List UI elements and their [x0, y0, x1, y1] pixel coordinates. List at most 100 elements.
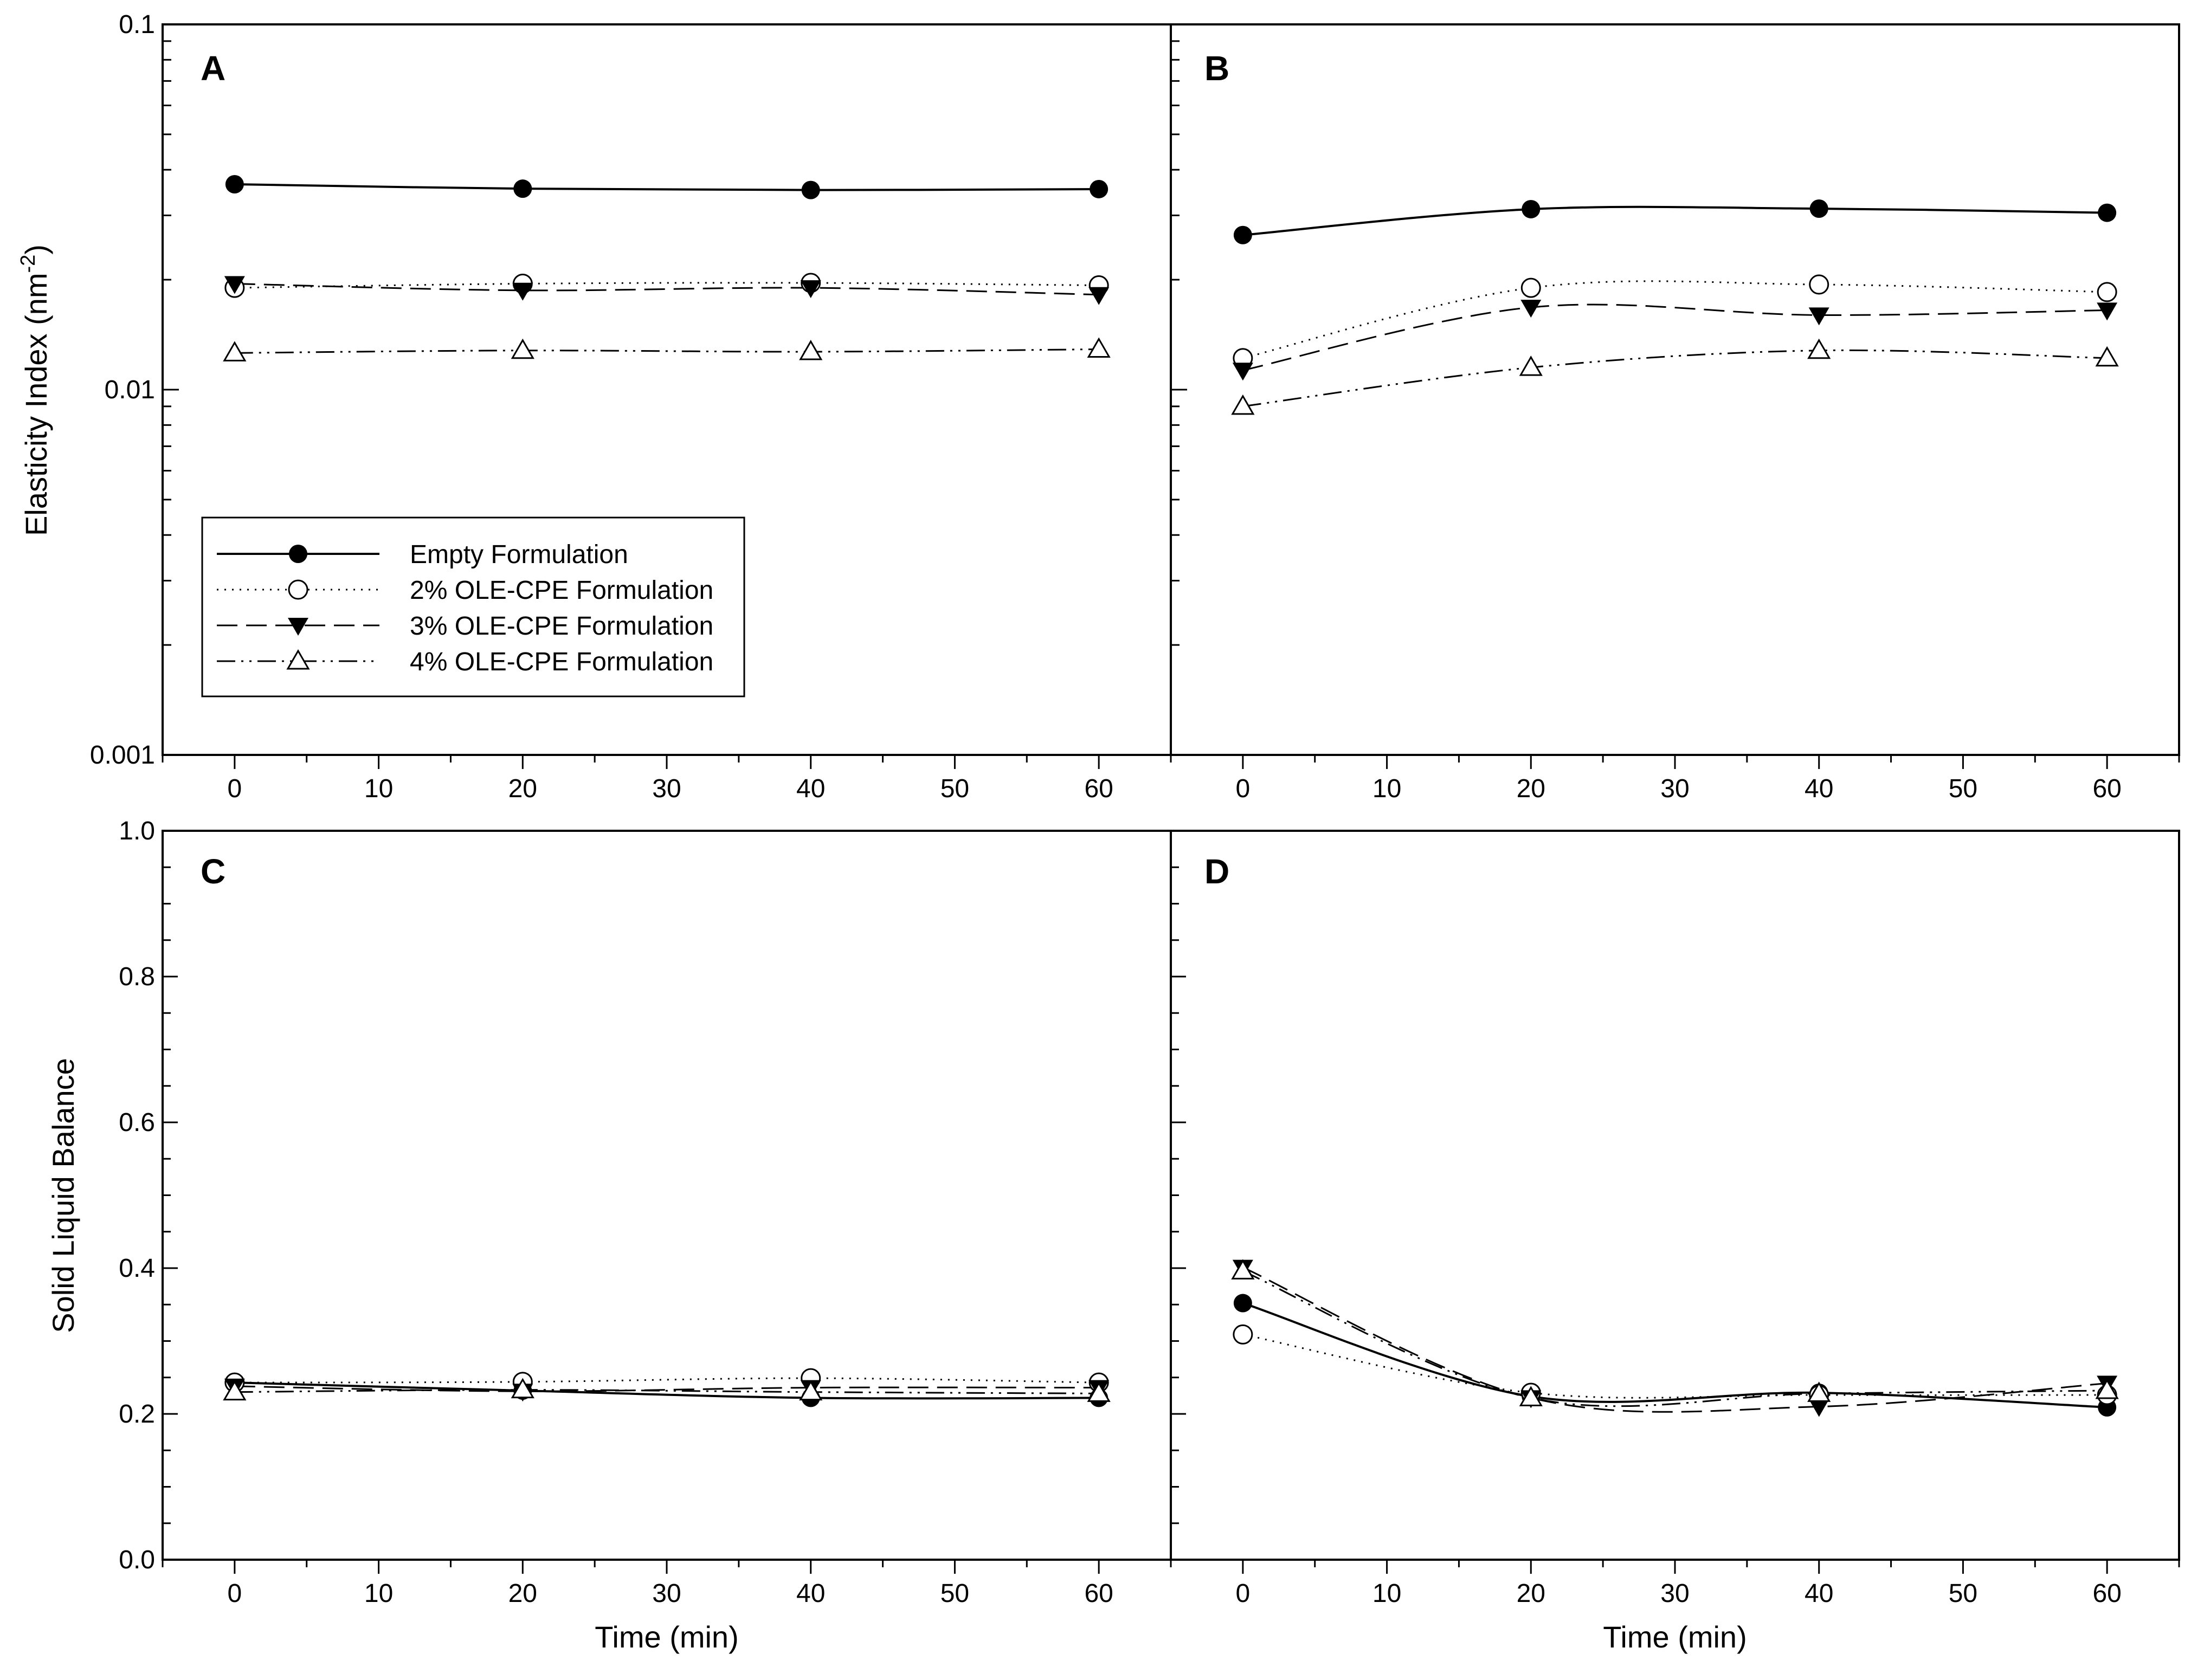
panel-a-x-tick-label: 0 [228, 774, 242, 803]
legend-marker-3 [288, 618, 308, 636]
panel-d-series-1-point [1233, 1294, 1252, 1313]
panel-a-series-3-line [234, 283, 1099, 296]
panel-c-series-1-line [234, 1381, 1099, 1400]
panel-d-x-tick-label: 0 [1236, 1579, 1251, 1608]
panel-a-series-4-point [799, 340, 823, 360]
panel-b-series-4-point [1519, 356, 1543, 376]
panel-a-x-tick-label: 20 [508, 774, 537, 803]
panel-c-y-tick-label: 1.0 [119, 817, 155, 845]
panel-d-series-4-point [1807, 1381, 1831, 1402]
panel-c-series-4-point [1087, 1381, 1111, 1402]
panel-b-x-tick-label: 60 [2092, 774, 2121, 803]
x-axis-title-c: Time (min) [595, 1620, 738, 1654]
legend-label-2: 2% OLE-CPE Formulation [410, 576, 713, 605]
y-axis-title-elasticity: Elasticity Index (nm-2) [17, 244, 53, 536]
panel-c-y-tick-label: 0.4 [119, 1254, 155, 1283]
panel-a-series-4-point [511, 338, 534, 359]
panel-c-series-4-point [799, 1380, 823, 1401]
panel-c-y-tick-label: 0.8 [119, 962, 155, 991]
panel-c-series-3-line [234, 1385, 1099, 1392]
panel-c-series-4-point [511, 1378, 534, 1399]
panel-b-x-tick-label: 10 [1372, 774, 1401, 803]
panel-b-x-tick-label: 0 [1236, 774, 1251, 803]
panel-c-x-tick-label: 50 [940, 1579, 969, 1608]
panel-b-x-tick-label: 20 [1517, 774, 1545, 803]
y-axis-title-slb: Solid Liquid Balance [46, 1058, 80, 1333]
panel-a-x-tick-label: 40 [796, 774, 825, 803]
panel-c-x-tick-label: 30 [652, 1579, 681, 1608]
x-axis-title-d: Time (min) [1603, 1620, 1747, 1654]
panel-a-x-tick-label: 50 [940, 774, 969, 803]
panel-a-y-tick-label: 0.1 [119, 10, 155, 39]
legend-label-4: 4% OLE-CPE Formulation [410, 648, 713, 676]
panel-b-series-4-point [2095, 346, 2119, 367]
panel-c-series-2-line [234, 1377, 1099, 1384]
panel-b-x-tick-label: 30 [1660, 774, 1689, 803]
panel-a-series-3-point [800, 280, 821, 299]
panel-c-series-4-line [234, 1389, 1099, 1394]
panel-d-series-3-line [1242, 1267, 2108, 1413]
panel-b-x-tick-label: 40 [1805, 774, 1833, 803]
panel-b-series-4-point [1231, 394, 1255, 415]
panel-d-series-4-point [2095, 1378, 2119, 1399]
panel-a-y-tick-label: 0.001 [90, 741, 155, 770]
panel-a-series-1-point [225, 175, 244, 194]
panel-a-y-tick-label: 0.01 [105, 376, 155, 404]
legend-label-3: 3% OLE-CPE Formulation [410, 612, 713, 641]
panel-b-series-3-point [1520, 300, 1542, 318]
panel-d-x-tick-label: 10 [1372, 1579, 1401, 1608]
panel-b-series-4-line [1242, 349, 2108, 408]
panel-b-series-4-point [1807, 338, 1831, 359]
panel-d-series-1-line [1242, 1302, 2108, 1408]
panel-a-series-1-point [513, 179, 532, 198]
legend-marker-2 [288, 579, 308, 600]
panel-d-series-4-point [1519, 1386, 1543, 1406]
panel-c-x-tick-label: 20 [508, 1579, 537, 1608]
panel-c-x-tick-label: 10 [364, 1579, 393, 1608]
panel-label-b: B [1204, 49, 1229, 88]
panel-b-series-1-line [1242, 205, 2108, 236]
panel-label-a: A [201, 49, 225, 88]
panel-c-y-tick-label: 0.6 [119, 1108, 155, 1137]
legend-label-1: Empty Formulation [410, 540, 628, 569]
panel-b-series-3-point [2097, 302, 2118, 321]
panel-a-series-1-line [234, 183, 1099, 191]
panel-d-series-2-point [1233, 1324, 1253, 1345]
panel-a-series-1-point [801, 180, 820, 199]
legend: Empty Formulation 2% OLE-CPE Formulation 3… [201, 516, 745, 697]
panel-a-x-tick-label: 30 [652, 774, 681, 803]
panel-d-series-2-line [1242, 1333, 2108, 1399]
panel-b-x-tick-label: 50 [1949, 774, 1977, 803]
panel-a-x-tick-label: 60 [1084, 774, 1113, 803]
panel-c-x-tick-label: 60 [1084, 1579, 1113, 1608]
panel-d-series-4-point [1231, 1259, 1255, 1280]
panel-b-series-3-line [1242, 303, 2108, 371]
panel-d-x-tick-label: 20 [1517, 1579, 1545, 1608]
panel-a-series-3-point [224, 276, 245, 294]
panel-b-series-1-point [2098, 203, 2117, 222]
panel-b-frame [1170, 23, 2180, 756]
y-axis-title-superscript: -2 [17, 255, 40, 273]
panel-c-y-tick-label: 0.2 [119, 1400, 155, 1429]
panel-d-x-tick-label: 50 [1949, 1579, 1977, 1608]
panel-a-x-tick-label: 10 [364, 774, 393, 803]
panel-c-frame [162, 830, 1172, 1561]
panel-b-series-2-point [2097, 282, 2117, 302]
panel-b-series-3-point [1232, 363, 1253, 381]
panel-d-x-tick-label: 60 [2092, 1579, 2121, 1608]
panel-d-series-4-line [1242, 1270, 2108, 1407]
panel-b-series-1-point [1233, 225, 1252, 244]
panel-d-frame [1170, 830, 2180, 1561]
panel-label-d: D [1204, 852, 1229, 891]
legend-marker-1 [289, 545, 307, 563]
panel-b-series-2-line [1242, 280, 2108, 359]
panel-d-x-tick-label: 30 [1660, 1579, 1689, 1608]
panel-c-y-tick-label: 0.0 [119, 1546, 155, 1574]
panel-b-series-2-point [1809, 274, 1829, 295]
panel-b-series-1-point [1809, 199, 1828, 218]
panel-d-x-tick-label: 40 [1805, 1579, 1833, 1608]
panel-a-series-4-point [223, 341, 247, 361]
panel-a-series-4-line [234, 348, 1099, 354]
panel-b-series-2-point [1520, 277, 1541, 298]
